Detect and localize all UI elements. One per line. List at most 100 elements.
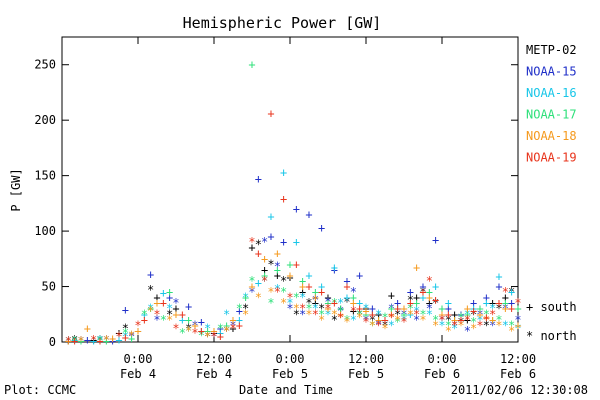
south-point: + xyxy=(407,285,414,299)
north-point: * xyxy=(438,313,445,327)
north-point: * xyxy=(77,334,84,348)
north-point: * xyxy=(198,328,205,342)
north-point: * xyxy=(407,307,414,321)
south-point: + xyxy=(457,313,464,327)
north-point: * xyxy=(248,274,255,288)
south-point: + xyxy=(166,291,173,305)
y-axis: 0 50 100 150 200 250 xyxy=(34,58,518,349)
north-point: * xyxy=(400,315,407,329)
south-point: + xyxy=(318,280,325,294)
south-point: + xyxy=(236,304,243,318)
north-point: * xyxy=(147,302,154,316)
south-point: + xyxy=(128,332,135,346)
south-point: + xyxy=(293,235,300,249)
x-tick-time-label: 0:00 xyxy=(124,352,153,366)
north-point: * xyxy=(122,326,129,340)
south-point: + xyxy=(267,210,274,224)
north-point: * xyxy=(457,318,464,332)
south-point: + xyxy=(369,302,376,316)
north-point: * xyxy=(426,274,433,288)
north-point: * xyxy=(312,302,319,316)
south-point: + xyxy=(71,334,78,348)
south-point: + xyxy=(280,165,287,179)
north-point: * xyxy=(445,313,452,327)
north-point: * xyxy=(267,285,274,299)
south-point: + xyxy=(90,334,97,348)
south-point: + xyxy=(153,296,160,310)
north-point: * xyxy=(514,296,521,310)
south-point: + xyxy=(172,307,179,321)
north-point: * xyxy=(350,285,357,299)
south-point: + xyxy=(255,246,262,260)
south-point: + xyxy=(198,324,205,338)
south-point: + xyxy=(293,257,300,271)
north-point: * xyxy=(204,329,211,343)
south-point: + xyxy=(400,307,407,321)
south-point: + xyxy=(438,302,445,316)
south-point: + xyxy=(217,326,224,340)
north-point: * xyxy=(293,307,300,321)
marker-legend: + south * north xyxy=(526,300,577,343)
north-point: * xyxy=(293,302,300,316)
north-point: * xyxy=(261,235,268,249)
south-point: + xyxy=(426,285,433,299)
south-point: + xyxy=(312,296,319,310)
north-point: * xyxy=(331,313,338,327)
south-point: + xyxy=(185,313,192,327)
north-point: * xyxy=(350,304,357,318)
south-point: + xyxy=(445,296,452,310)
north-point: * xyxy=(451,318,458,332)
north-point: * xyxy=(312,293,319,307)
north-point: * xyxy=(375,318,382,332)
south-point: + xyxy=(134,324,141,338)
north-point: * xyxy=(185,322,192,336)
north-point: * xyxy=(451,322,458,336)
south-point: + xyxy=(217,329,224,343)
south-point: + xyxy=(122,303,129,317)
south-point: + xyxy=(375,313,382,327)
north-point: * xyxy=(337,311,344,325)
south-point: + xyxy=(236,318,243,332)
north-point: * xyxy=(343,295,350,309)
north-point: * xyxy=(299,291,306,305)
south-point: + xyxy=(388,302,395,316)
south-point: + xyxy=(451,313,458,327)
south-point: + xyxy=(476,307,483,321)
north-point: * xyxy=(179,326,186,340)
x-tick-time-label: 12:00 xyxy=(500,352,536,366)
south-point: + xyxy=(280,235,287,249)
south-point: + xyxy=(198,324,205,338)
north-point: * xyxy=(141,307,148,321)
north-point: * xyxy=(236,302,243,316)
north-point: * xyxy=(356,311,363,325)
north-point: * xyxy=(369,318,376,332)
x-tick-date-label: Feb 6 xyxy=(424,367,460,381)
south-point: + xyxy=(179,307,186,321)
south-point: + xyxy=(210,326,217,340)
south-point: + xyxy=(432,280,439,294)
north-point: * xyxy=(223,307,230,321)
north-point: * xyxy=(483,307,490,321)
chart-title: Hemispheric Power [GW] xyxy=(183,14,382,32)
north-point: * xyxy=(508,324,515,338)
north-point: * xyxy=(286,291,293,305)
south-point: + xyxy=(337,302,344,316)
north-point: * xyxy=(426,302,433,316)
south-point: + xyxy=(185,300,192,314)
north-point: * xyxy=(419,313,426,327)
y-tick-label: 100 xyxy=(34,224,56,238)
south-point: + xyxy=(343,280,350,294)
south-point: + xyxy=(331,296,338,310)
south-point: + xyxy=(413,261,420,275)
north-point: * xyxy=(495,318,502,332)
south-point: + xyxy=(419,291,426,305)
south-point: + xyxy=(470,296,477,310)
north-point: * xyxy=(362,315,369,329)
north-point: * xyxy=(426,307,433,321)
south-point: + xyxy=(457,307,464,321)
south-point: + xyxy=(369,307,376,321)
marker-legend-entry: * north xyxy=(526,329,577,343)
data-points: + + + +++++ +++ + +++ ++ + + ++++ + + + ++ + ++* ****** **… xyxy=(65,58,522,348)
south-point: + xyxy=(160,296,167,310)
